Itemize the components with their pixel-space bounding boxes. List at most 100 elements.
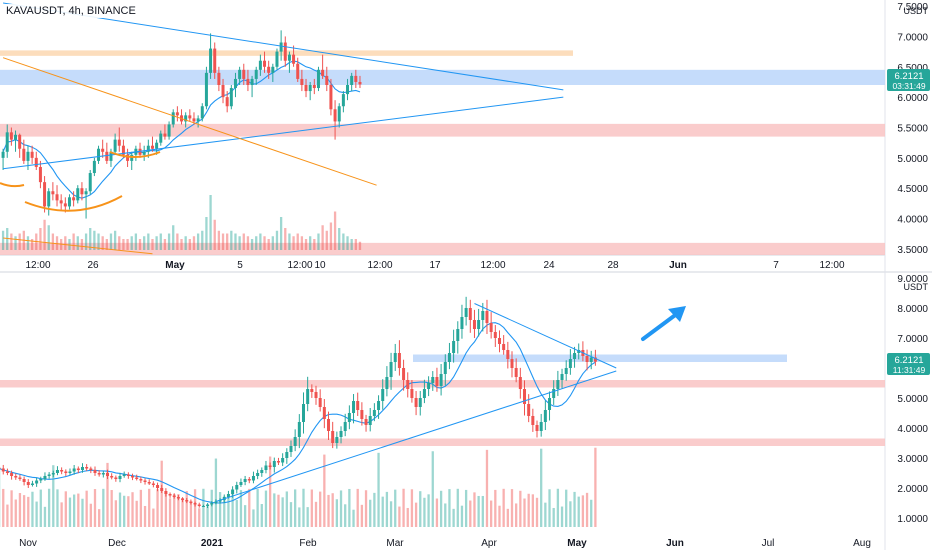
candle-body xyxy=(427,383,430,389)
candle-body xyxy=(275,52,278,67)
time-tick-label: 12:00 xyxy=(367,260,392,271)
candle xyxy=(201,103,204,121)
candle-body xyxy=(289,446,292,452)
price-tick-label: 3.5000 xyxy=(897,245,928,256)
candle-body xyxy=(321,70,324,76)
candle-body xyxy=(390,362,393,377)
candle-body xyxy=(185,500,188,502)
volume-bar xyxy=(427,494,429,527)
candle-body xyxy=(465,308,468,317)
volume-bar xyxy=(244,505,246,527)
candle-body xyxy=(39,479,42,481)
volume-bar xyxy=(114,231,116,250)
candle xyxy=(119,473,122,482)
candle-body xyxy=(181,499,184,501)
candle xyxy=(148,479,151,485)
price-tick-label: 7.0000 xyxy=(897,32,928,43)
candle xyxy=(415,391,418,415)
volume-bar xyxy=(152,509,154,527)
candle-body xyxy=(238,70,241,79)
trendline-blue xyxy=(216,371,616,502)
candle xyxy=(473,310,476,338)
candle-body xyxy=(18,478,21,480)
candle-body xyxy=(469,308,472,320)
time-tick-label: 12:00 xyxy=(287,260,312,271)
volume-bar xyxy=(457,489,459,527)
candle xyxy=(490,312,493,338)
volume-bar xyxy=(230,231,232,250)
candle-body xyxy=(369,416,372,425)
candle-body xyxy=(448,353,451,362)
volume-bar xyxy=(255,236,257,250)
candle-body xyxy=(39,167,42,182)
volume-bar xyxy=(205,217,207,250)
volume-bar xyxy=(85,234,87,251)
candle xyxy=(51,182,54,200)
candle-body xyxy=(31,152,34,158)
candle-body xyxy=(197,118,200,121)
volume-bar xyxy=(81,499,83,527)
candle-body xyxy=(119,476,122,479)
volume-bar xyxy=(131,492,133,527)
volume-bar xyxy=(31,492,33,527)
volume-bar xyxy=(259,234,261,251)
volume-bar xyxy=(473,492,475,527)
price-tick-label: 2.0000 xyxy=(897,484,928,495)
volume-bar xyxy=(352,510,354,527)
candle xyxy=(23,477,26,486)
volume-bar xyxy=(131,236,133,250)
volume-bar xyxy=(110,234,112,251)
candle xyxy=(114,476,117,482)
candle xyxy=(448,343,451,369)
candle xyxy=(565,360,568,380)
candle-body xyxy=(147,146,150,152)
volume-bar xyxy=(160,234,162,251)
volume-bar xyxy=(277,495,279,527)
candle-body xyxy=(561,374,564,380)
volume-bar xyxy=(251,239,253,250)
candle xyxy=(76,185,79,203)
volume-bar xyxy=(344,504,346,527)
candle-body xyxy=(106,473,109,476)
candle-body xyxy=(226,97,229,106)
volume-bar xyxy=(52,234,54,251)
candle-body xyxy=(519,377,522,389)
volume-bar xyxy=(77,494,79,527)
candle-body xyxy=(288,55,291,61)
candle xyxy=(205,67,208,110)
volume-bar xyxy=(214,220,216,250)
volume-bar xyxy=(64,236,66,250)
candle-body xyxy=(440,374,443,386)
candle xyxy=(292,46,295,67)
candle-body xyxy=(394,353,397,362)
volume-bar xyxy=(301,236,303,250)
volume-bar xyxy=(394,490,396,527)
candle-body xyxy=(114,140,117,152)
volume-bar xyxy=(39,228,41,250)
candle-body xyxy=(358,82,361,84)
candle xyxy=(260,467,263,476)
candle xyxy=(89,467,92,473)
candle-body xyxy=(281,458,284,463)
candle-body xyxy=(360,410,363,419)
candle xyxy=(281,453,284,466)
candle-body xyxy=(10,473,13,476)
candle-body xyxy=(222,85,225,97)
candle-body xyxy=(227,494,230,497)
volume-bar xyxy=(263,236,265,250)
time-tick-label: 28 xyxy=(607,260,619,271)
candle xyxy=(97,146,100,164)
zone-red xyxy=(0,439,885,447)
countdown-value: 03:31:49 xyxy=(892,81,925,91)
volume-bar xyxy=(161,461,163,527)
volume-bar xyxy=(594,448,596,527)
volume-bar xyxy=(56,489,58,527)
volume-bar xyxy=(540,449,542,527)
volume-bar xyxy=(569,501,571,527)
volume-bar xyxy=(578,497,580,527)
volume-bar xyxy=(147,234,149,251)
price-tick-label: 1.0000 xyxy=(897,514,928,525)
candle-body xyxy=(131,476,134,478)
